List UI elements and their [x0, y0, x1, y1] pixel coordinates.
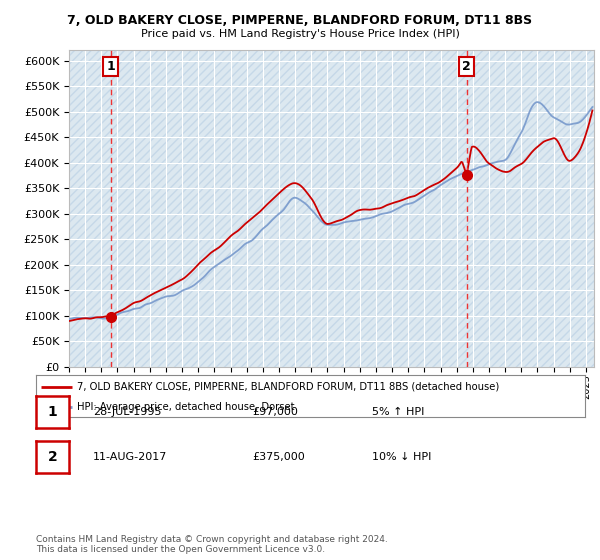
Text: £97,000: £97,000 [252, 407, 298, 417]
Text: 7, OLD BAKERY CLOSE, PIMPERNE, BLANDFORD FORUM, DT11 8BS (detached house): 7, OLD BAKERY CLOSE, PIMPERNE, BLANDFORD… [77, 382, 499, 392]
Text: 1: 1 [106, 60, 115, 73]
Text: 10% ↓ HPI: 10% ↓ HPI [372, 452, 431, 462]
Text: 7, OLD BAKERY CLOSE, PIMPERNE, BLANDFORD FORUM, DT11 8BS: 7, OLD BAKERY CLOSE, PIMPERNE, BLANDFORD… [67, 14, 533, 27]
Text: 2: 2 [47, 450, 58, 464]
Text: 1: 1 [47, 405, 58, 419]
Text: 11-AUG-2017: 11-AUG-2017 [93, 452, 167, 462]
Text: Price paid vs. HM Land Registry's House Price Index (HPI): Price paid vs. HM Land Registry's House … [140, 29, 460, 39]
Text: 2: 2 [463, 60, 471, 73]
Text: HPI: Average price, detached house, Dorset: HPI: Average price, detached house, Dors… [77, 402, 295, 412]
Text: 5% ↑ HPI: 5% ↑ HPI [372, 407, 424, 417]
Text: £375,000: £375,000 [252, 452, 305, 462]
Text: 28-JUL-1995: 28-JUL-1995 [93, 407, 161, 417]
Text: Contains HM Land Registry data © Crown copyright and database right 2024.
This d: Contains HM Land Registry data © Crown c… [36, 535, 388, 554]
